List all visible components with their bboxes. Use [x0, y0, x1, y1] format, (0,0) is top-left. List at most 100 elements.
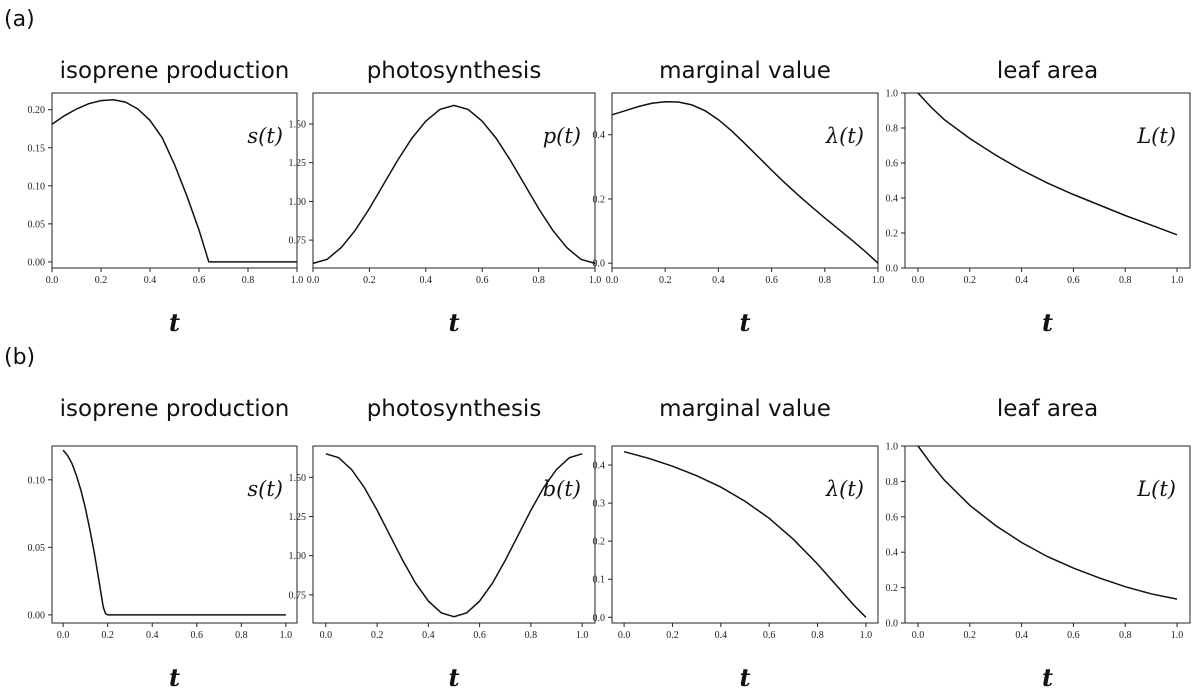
- chart-title: marginal value: [659, 396, 831, 422]
- chart-title: photosynthesis: [367, 396, 542, 422]
- x-tick-label: 0.8: [235, 630, 248, 641]
- plot-frame: [904, 445, 1191, 624]
- y-tick-label: 0.2: [886, 583, 899, 594]
- series-line: [62, 449, 286, 616]
- y-tick-label: 1.50: [289, 119, 307, 130]
- x-axis-label: t: [169, 663, 180, 690]
- chart-1: isoprene production 0.0 0.2 0.4 0.6 0.8 1.0 0.0…: [28, 58, 304, 337]
- x-tick-label: 0.4: [146, 630, 159, 641]
- curve-annotation: p(t): [543, 124, 581, 148]
- x-tick-label: 0.8: [532, 275, 545, 286]
- x-tick-label: 1.0: [860, 630, 873, 641]
- x-tick-label: 0.4: [420, 275, 433, 286]
- series-line: [611, 100, 879, 264]
- y-tick-label: 0.2: [886, 229, 899, 240]
- chart-2: photosynthesis 0.0 0.2 0.4 0.6 0.8 1.0 0.75 1.00…: [289, 58, 602, 337]
- x-tick-label: 0.2: [666, 630, 679, 641]
- x-tick-label: 0.4: [422, 630, 435, 641]
- x-axis-label: t: [739, 663, 750, 690]
- chart-6: photosynthesis 0.0 0.2 0.4 0.6 0.8 1.0 0.75 1.00…: [289, 396, 596, 690]
- y-tick-label: 0.4: [886, 548, 899, 559]
- x-tick-label: 0.4: [712, 275, 725, 286]
- x-axis-label: t: [1042, 308, 1053, 337]
- x-tick-label: 0.8: [242, 275, 255, 286]
- x-tick-label: 1.0: [1171, 275, 1184, 286]
- x-tick-label: 0.6: [191, 630, 204, 641]
- y-tick-label: 0.75: [289, 236, 307, 247]
- y-tick-label: 0.05: [28, 543, 46, 554]
- y-tick-label: 0.0: [886, 619, 899, 630]
- x-axis-label: t: [448, 308, 459, 337]
- y-tick-label: 0.75: [289, 590, 307, 601]
- y-tick-label: 1.50: [289, 473, 307, 484]
- x-tick-label: 0.6: [476, 275, 489, 286]
- y-tick-label: 1.0: [886, 89, 899, 100]
- charts: isoprene production 0.0 0.2 0.4 0.6 0.8 1.0 0.0…: [28, 58, 1191, 690]
- x-tick-label: 0.6: [1067, 275, 1080, 286]
- y-tick-label: 0.20: [28, 105, 46, 116]
- plot-frame: [51, 92, 298, 269]
- x-axis-label: t: [448, 663, 459, 690]
- x-tick-label: 0.6: [1067, 630, 1080, 641]
- y-tick-label: 0.10: [28, 181, 46, 192]
- x-tick-label: 0.6: [765, 275, 778, 286]
- chart-3: marginal value 0.0 0.2 0.4 0.6 0.8 1.0 0.0 0.2 0.…: [593, 58, 885, 337]
- chart-7: marginal value 0.0 0.2 0.4 0.6 0.8 1.0 0.0 0.1 0.…: [593, 396, 879, 690]
- x-tick-label: 1.0: [291, 275, 304, 286]
- y-tick-label: 0.10: [28, 475, 46, 486]
- y-tick-label: 1.00: [289, 197, 307, 208]
- x-axis-label: t: [1042, 663, 1053, 690]
- x-tick-label: 0.4: [715, 630, 728, 641]
- plot-frame: [904, 92, 1191, 269]
- y-tick-label: 0.6: [886, 159, 899, 170]
- plot-frame: [611, 445, 879, 624]
- y-tick-label: 0.1: [593, 575, 606, 586]
- y-tick-label: 1.25: [289, 512, 307, 523]
- x-tick-label: 0.8: [819, 275, 832, 286]
- x-tick-label: 0.0: [606, 275, 619, 286]
- plot-frame: [312, 445, 596, 624]
- x-axis-label: t: [169, 308, 180, 337]
- y-tick-label: 0.6: [886, 512, 899, 523]
- y-tick-label: 0.05: [28, 219, 46, 230]
- y-tick-label: 0.4: [886, 194, 899, 205]
- curve-annotation: L(t): [1136, 124, 1176, 148]
- chart-5: isoprene production 0.0 0.2 0.4 0.6 0.8 1.0 0.0…: [28, 396, 298, 690]
- y-tick-label: 0.4: [593, 130, 606, 141]
- y-tick-label: 0.15: [28, 143, 46, 154]
- x-tick-label: 0.8: [1119, 630, 1132, 641]
- x-tick-label: 0.2: [964, 630, 977, 641]
- chart-title: isoprene production: [60, 396, 290, 422]
- x-tick-label: 0.0: [46, 275, 59, 286]
- y-tick-label: 0.0: [886, 264, 899, 275]
- x-tick-label: 0.2: [363, 275, 376, 286]
- curve-annotation: b(t): [543, 477, 581, 501]
- chart-title: marginal value: [659, 58, 831, 84]
- curve-annotation: L(t): [1136, 477, 1176, 501]
- series-line: [325, 453, 583, 618]
- x-tick-label: 0.8: [811, 630, 824, 641]
- x-tick-label: 0.8: [525, 630, 538, 641]
- x-axis-label: t: [739, 308, 750, 337]
- curve-annotation: λ(t): [825, 124, 864, 148]
- row-label-b: (b): [4, 345, 35, 370]
- row-label-a: (a): [4, 7, 35, 32]
- curve-annotation: s(t): [247, 477, 283, 501]
- x-tick-label: 0.6: [473, 630, 486, 641]
- x-tick-label: 0.4: [144, 275, 157, 286]
- x-tick-label: 0.2: [964, 275, 977, 286]
- x-tick-label: 0.2: [101, 630, 114, 641]
- plot-frame: [312, 92, 596, 269]
- x-tick-label: 1.0: [1171, 630, 1184, 641]
- x-tick-label: 0.6: [193, 275, 206, 286]
- y-tick-label: 0.3: [593, 499, 606, 510]
- curve-annotation: s(t): [247, 124, 283, 148]
- x-tick-label: 1.0: [576, 630, 589, 641]
- series-line: [917, 92, 1178, 236]
- chart-title: leaf area: [997, 396, 1098, 422]
- series-line: [623, 450, 867, 618]
- plot-frame: [611, 92, 879, 269]
- y-tick-label: 0.8: [886, 477, 899, 488]
- y-tick-label: 0.4: [593, 461, 606, 472]
